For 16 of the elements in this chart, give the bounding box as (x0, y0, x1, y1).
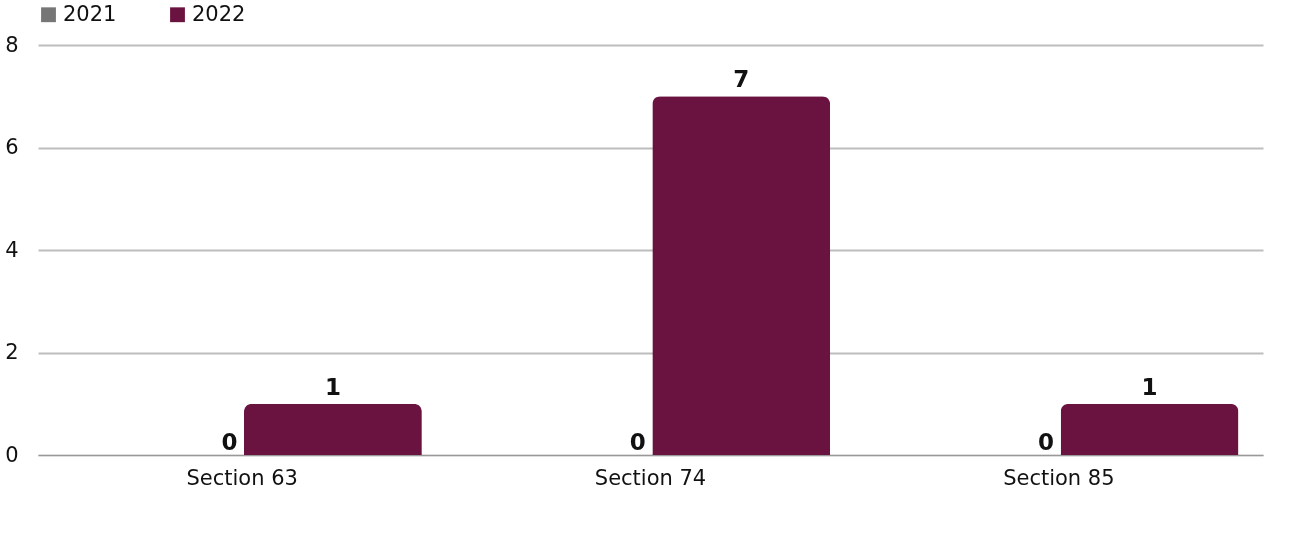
data-label: 0 (1038, 429, 1055, 455)
data-label: 0 (629, 429, 646, 455)
data-label: 1 (324, 373, 341, 400)
y-tick-label: 2 (5, 340, 19, 364)
data-label: 0 (221, 429, 238, 455)
x-tick-label: Section 74 (594, 465, 707, 490)
data-label: 7 (733, 66, 750, 93)
y-tick-label: 8 (5, 32, 19, 57)
y-tick-label: 6 (5, 135, 19, 159)
data-label: 1 (1141, 373, 1158, 400)
y-tick-label: 4 (5, 237, 19, 262)
x-tick-label: Section 85 (1003, 465, 1115, 490)
y-tick-label: 0 (5, 442, 19, 467)
x-tick-label: Section 63 (186, 465, 298, 490)
legend-label: 2022 (192, 1, 246, 26)
legend-label: 2021 (63, 1, 117, 26)
